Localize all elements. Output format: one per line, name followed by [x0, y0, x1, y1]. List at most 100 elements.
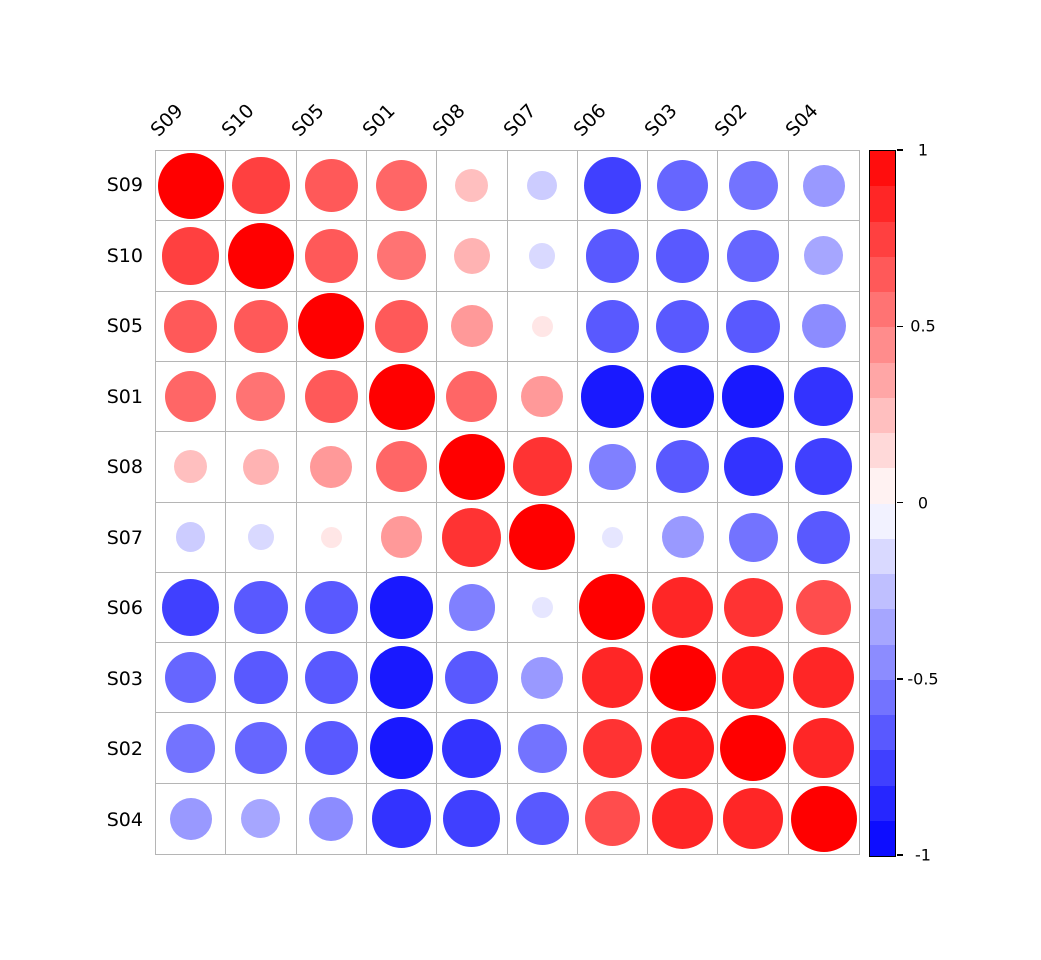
- corr-circle: [242, 448, 280, 485]
- corr-circle: [584, 791, 641, 847]
- colorbar-segment: [870, 820, 895, 856]
- corr-cell-S04-S08: [437, 783, 508, 854]
- col-label-S09: S09: [146, 99, 188, 141]
- corr-cell-S01-S05: [296, 361, 367, 433]
- corr-cell-S06-S02: [718, 572, 789, 644]
- corr-circle: [304, 721, 358, 775]
- corr-circle: [728, 161, 778, 211]
- corr-circle: [581, 365, 644, 428]
- corr-cell-S03-S04: [788, 643, 859, 714]
- corr-cell-S03-S07: [507, 643, 578, 714]
- col-label-S07: S07: [499, 99, 541, 141]
- corr-circle: [721, 365, 785, 428]
- colorbar-segment: [870, 186, 895, 222]
- corr-circle: [651, 716, 715, 780]
- colorbar-tick-label--0.5: -0.5: [907, 669, 939, 689]
- corr-circle: [582, 647, 643, 709]
- corr-cell-S01-S08: [437, 361, 508, 433]
- corr-circle: [234, 299, 288, 353]
- corr-cell-S06-S10: [226, 572, 297, 644]
- corr-cell-S01-S04: [788, 362, 859, 433]
- corr-circle: [166, 723, 216, 773]
- corr-cell-S10-S08: [437, 221, 508, 292]
- corr-cell-S04-S05: [297, 783, 367, 854]
- row-label-S10: S10: [106, 244, 143, 267]
- corr-circle: [374, 299, 429, 353]
- corr-cell-S01-S01: [366, 361, 438, 433]
- corr-cell-S08-S02: [718, 432, 789, 503]
- corr-cell-S02-S04: [788, 713, 859, 784]
- colorbar-segment: [870, 574, 895, 610]
- corr-cell-S03-S02: [718, 643, 789, 714]
- corr-circle: [448, 584, 496, 631]
- corr-circle: [320, 526, 342, 548]
- corr-circle: [722, 788, 784, 850]
- corr-cell-S05-S01: [366, 291, 438, 362]
- corr-cell-S04-S01: [367, 783, 438, 854]
- corr-circle: [521, 656, 564, 699]
- corr-circle: [656, 440, 710, 494]
- corr-circle: [380, 516, 423, 559]
- colorbar-segment: [870, 292, 895, 328]
- row-label-S09: S09: [106, 174, 143, 196]
- corr-cell-S08-S05: [296, 432, 367, 503]
- corr-circle: [794, 367, 854, 427]
- corr-cell-S05-S10: [226, 291, 297, 362]
- corr-cell-S10-S06: [577, 221, 649, 292]
- colorbar-segment: [870, 715, 895, 751]
- corr-circle: [450, 305, 493, 348]
- corr-circle: [796, 579, 852, 636]
- corr-cell-S03-S06: [577, 643, 649, 714]
- corr-cell-S06-S07: [507, 572, 578, 644]
- corr-cell-S08-S10: [226, 432, 297, 503]
- corr-circle: [797, 510, 851, 564]
- corr-cell-S08-S01: [366, 432, 438, 503]
- corr-cell-S02-S07: [507, 713, 578, 784]
- corr-cell-S10-S10: [226, 221, 297, 292]
- corr-cell-S06-S08: [437, 572, 508, 644]
- corr-circle: [453, 237, 490, 275]
- corr-circle: [455, 169, 489, 203]
- corr-circle: [310, 445, 353, 488]
- corr-cell-S05-S09: [156, 291, 227, 362]
- corr-cell-S08-S03: [648, 432, 719, 503]
- corr-circle: [585, 299, 640, 353]
- colorbar-segment: [870, 362, 895, 398]
- corr-circle: [241, 799, 281, 839]
- matrix-grid: [155, 150, 860, 855]
- corr-cell-S02-S03: [648, 713, 719, 784]
- corr-cell-S01-S03: [648, 361, 719, 433]
- corr-circle: [298, 293, 365, 360]
- corr-cell-S04-S06: [578, 783, 649, 854]
- corr-circle: [656, 229, 710, 283]
- corr-circle: [589, 443, 636, 491]
- corr-cell-S03-S03: [648, 643, 719, 714]
- corr-circle: [793, 717, 855, 779]
- corr-cell-S07-S04: [788, 503, 859, 573]
- corr-cell-S04-S03: [648, 783, 719, 854]
- corr-cell-S01-S10: [226, 361, 297, 433]
- corr-cell-S09-S08: [437, 151, 508, 222]
- corr-cell-S05-S06: [577, 291, 649, 362]
- corr-circle: [309, 796, 354, 841]
- corr-circle: [656, 299, 710, 353]
- corr-cell-S02-S08: [437, 713, 508, 784]
- colorbar-segment: [870, 221, 895, 257]
- colorbar-tick-mark: [897, 501, 903, 504]
- row-label-S01: S01: [106, 385, 143, 408]
- corr-circle: [585, 229, 640, 283]
- corr-circle: [442, 718, 502, 778]
- corr-cell-S05-S02: [718, 291, 789, 362]
- corr-cell-S07-S02: [718, 502, 789, 573]
- corr-cell-S03-S05: [296, 643, 367, 714]
- corr-circle: [175, 522, 206, 552]
- colorbar-tick-label-1: 1: [917, 140, 929, 160]
- corr-cell-S10-S03: [648, 221, 719, 292]
- corr-circle: [657, 160, 709, 212]
- corr-circle: [370, 646, 433, 710]
- corr-circle: [649, 644, 716, 711]
- colorbar-tick-mark: [897, 854, 903, 856]
- corr-circle: [521, 375, 564, 418]
- corr-cell-S08-S09: [156, 432, 227, 503]
- corr-cell-S09-S01: [366, 151, 438, 222]
